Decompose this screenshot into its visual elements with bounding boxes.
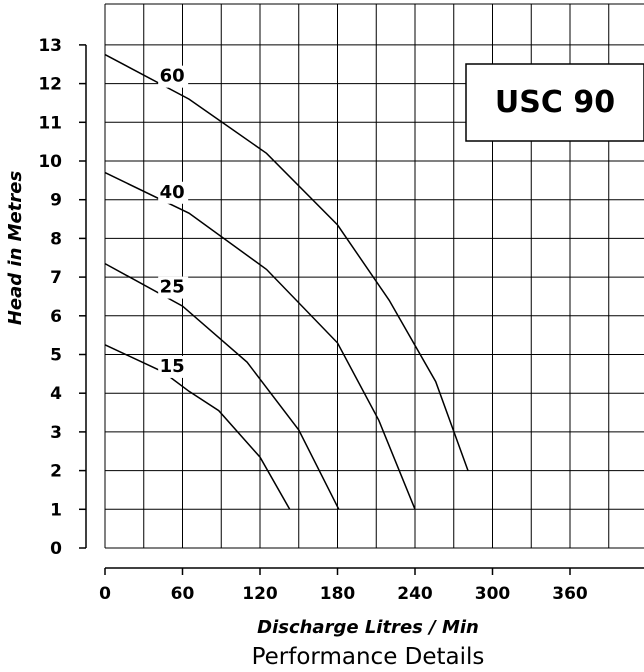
x-tick-label: 0 — [99, 584, 111, 604]
curve-label-background — [158, 181, 189, 204]
x-tick-label: 300 — [475, 584, 511, 604]
curve-60 — [104, 53, 469, 471]
curve-25 — [104, 262, 340, 510]
y-tick-label: 12 — [38, 75, 62, 95]
curve-15 — [104, 344, 291, 510]
curve-labels: 15 25 40 60 — [158, 65, 189, 378]
y-tick-label: 4 — [50, 384, 62, 404]
curve-label-15: 15 — [160, 356, 185, 377]
curve-label-background — [158, 65, 189, 88]
y-tick-label: 6 — [50, 307, 62, 327]
x-tick-label: 120 — [242, 584, 278, 604]
curve-label-40: 40 — [160, 182, 185, 203]
curve-label-background — [158, 276, 189, 299]
model-title-frame — [465, 63, 644, 142]
y-tick-label: 8 — [50, 229, 62, 249]
curve-label-25: 25 — [160, 277, 185, 298]
y-tick-label: 3 — [50, 423, 62, 443]
model-title-box: USC 90 — [465, 63, 644, 142]
x-tick-label: 60 — [171, 584, 195, 604]
x-axis-label: Discharge Litres / Min — [257, 617, 479, 638]
y-tick-label: 13 — [38, 36, 62, 56]
caption: Performance Details — [252, 644, 485, 670]
x-tick-label: 180 — [320, 584, 356, 604]
chart-title: USC 90 — [495, 85, 615, 120]
y-axis-label: Head in Metres — [5, 171, 26, 326]
x-tick-label: 240 — [397, 584, 433, 604]
y-tick-label: 5 — [50, 346, 62, 366]
curve-label-background — [158, 355, 189, 378]
x-tick-label: 360 — [552, 584, 588, 604]
curve-label-60: 60 — [160, 66, 185, 87]
y-tick-label: 10 — [38, 152, 62, 172]
y-tick-label: 9 — [50, 191, 62, 211]
y-tick-label: 1 — [50, 500, 62, 520]
y-tick-label: 7 — [50, 268, 62, 288]
y-tick-label: 11 — [38, 113, 62, 133]
curve-40 — [104, 171, 416, 510]
curves — [104, 53, 469, 510]
y-tick-label: 0 — [50, 539, 62, 559]
y-tick-label: 2 — [50, 462, 62, 482]
